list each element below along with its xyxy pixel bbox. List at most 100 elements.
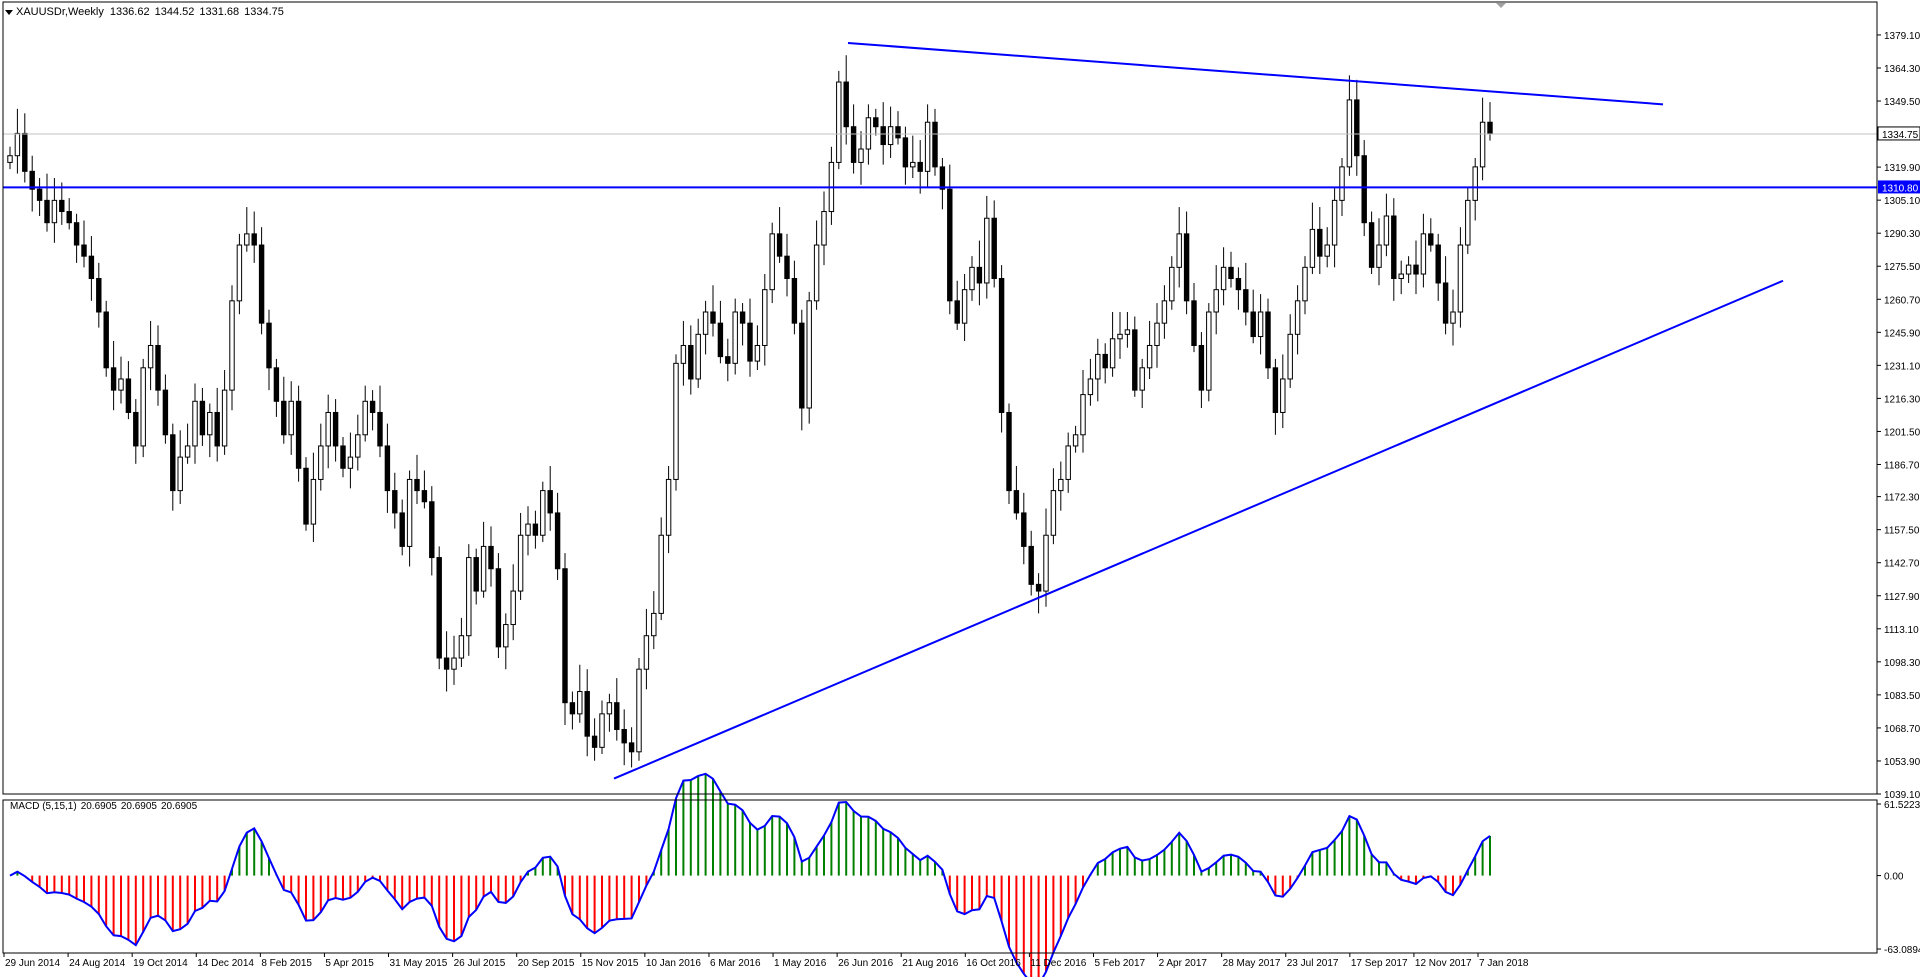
candle-body	[244, 233, 250, 246]
candle-body	[384, 445, 391, 492]
candle-body	[1028, 545, 1034, 585]
candle-body	[725, 356, 731, 364]
candle-body	[1139, 367, 1145, 391]
candle-body	[510, 590, 516, 626]
candle-body	[1220, 266, 1227, 291]
time-tick-label: 31 May 2015	[390, 958, 448, 969]
candle-body	[762, 289, 768, 346]
candle-body	[266, 322, 272, 369]
candle-body	[443, 657, 450, 670]
candle-body	[199, 400, 206, 436]
candle-body	[791, 278, 798, 324]
time-tick-label: 16 Oct 2016	[966, 958, 1021, 969]
candle-body	[554, 512, 561, 570]
candle-body	[961, 289, 968, 324]
candle-body	[22, 132, 28, 172]
candle-body	[651, 612, 657, 637]
price-tick-label: 1068.70	[1884, 724, 1920, 735]
time-tick-label: 21 Aug 2016	[902, 958, 959, 969]
time-tick-label: 14 Dec 2014	[197, 958, 254, 969]
candle-body	[517, 534, 524, 592]
candle-body	[103, 311, 109, 369]
price-tick-label: 1201.50	[1884, 427, 1920, 438]
candle-body	[1354, 99, 1360, 157]
candle-body	[1161, 300, 1168, 324]
current-price-tag	[1877, 126, 1920, 141]
time-tick-label: 24 Aug 2014	[69, 958, 126, 969]
time-tick-label: 26 Jun 2016	[838, 958, 893, 969]
time-tick-label: 12 Nov 2017	[1415, 958, 1472, 969]
candle-body	[369, 400, 376, 413]
candle-body	[628, 742, 635, 753]
candle-body	[1072, 434, 1079, 447]
candle-body	[843, 81, 849, 128]
price-tick-label: 1113.10	[1884, 625, 1919, 636]
candle-body	[769, 233, 775, 291]
time-tick-label: 23 Jul 2017	[1287, 958, 1339, 969]
candle-body	[44, 199, 50, 224]
macd-title: MACD (5,15,1)	[10, 801, 77, 812]
candle-body	[932, 121, 938, 168]
support-price-tag	[1878, 180, 1920, 194]
candle-body	[577, 691, 583, 715]
candle-body	[747, 322, 753, 362]
candle-body	[1183, 233, 1190, 302]
candle-body	[1035, 583, 1042, 592]
candle-body	[1109, 338, 1116, 369]
candle-body	[540, 490, 546, 536]
candle-body	[836, 81, 842, 163]
candle-body	[473, 557, 479, 592]
price-tick-label: 1053.90	[1884, 757, 1920, 768]
price-tick-label: 1319.90	[1884, 163, 1920, 174]
price-tick-label: 1290.30	[1884, 229, 1920, 240]
candle-body	[902, 137, 909, 168]
candle-body	[1391, 215, 1397, 280]
candle-body	[303, 467, 309, 525]
candle-body	[643, 635, 650, 670]
candle-body	[147, 344, 154, 369]
time-tick-label: 8 Feb 2015	[261, 958, 312, 969]
shift-marker-icon[interactable]	[1496, 3, 1506, 8]
macd-signal-line	[9, 772, 1491, 977]
chart-menu-icon[interactable]	[5, 10, 13, 15]
candle-body	[480, 545, 487, 592]
candle-body	[1465, 199, 1471, 246]
candle-body	[273, 367, 280, 402]
candle-body	[73, 222, 80, 246]
candle-body	[1095, 353, 1101, 380]
candle-body	[658, 534, 664, 614]
candle-body	[1021, 512, 1027, 547]
time-tick-label: 6 Mar 2016	[710, 958, 761, 969]
candle-body	[1050, 490, 1057, 536]
candle-body	[1102, 353, 1108, 369]
time-tick-label: 11 Dec 2016	[1030, 958, 1086, 969]
time-tick-label: 2 Apr 2017	[1159, 958, 1208, 969]
candle-body	[569, 702, 576, 715]
close-value: 1334.75	[244, 6, 284, 18]
candle-body	[1080, 394, 1086, 436]
candle-body	[295, 400, 302, 469]
candle-body	[1154, 322, 1160, 346]
price-tick-label: 1142.70	[1884, 559, 1920, 570]
candle-body	[251, 233, 257, 246]
candle-body	[1243, 289, 1249, 313]
candle-body	[813, 244, 820, 302]
time-tick-label: 10 Jan 2016	[646, 958, 701, 969]
candle-body	[525, 523, 531, 536]
candle-body	[1146, 344, 1153, 369]
macd-tick-label: 0.00	[1884, 872, 1904, 883]
candle-body	[1309, 228, 1316, 268]
candle-body	[1487, 121, 1493, 135]
current-price-label: 1334.75	[1882, 130, 1919, 141]
candle-body	[673, 362, 679, 480]
candle-body	[140, 367, 146, 447]
candle-body	[887, 126, 894, 146]
candle-body	[776, 233, 783, 257]
candle-body	[717, 322, 724, 358]
candle-body	[1058, 478, 1064, 492]
candle-body	[591, 735, 598, 748]
candle-body	[939, 166, 946, 190]
candle-body	[665, 478, 672, 536]
candle-body	[976, 266, 983, 284]
